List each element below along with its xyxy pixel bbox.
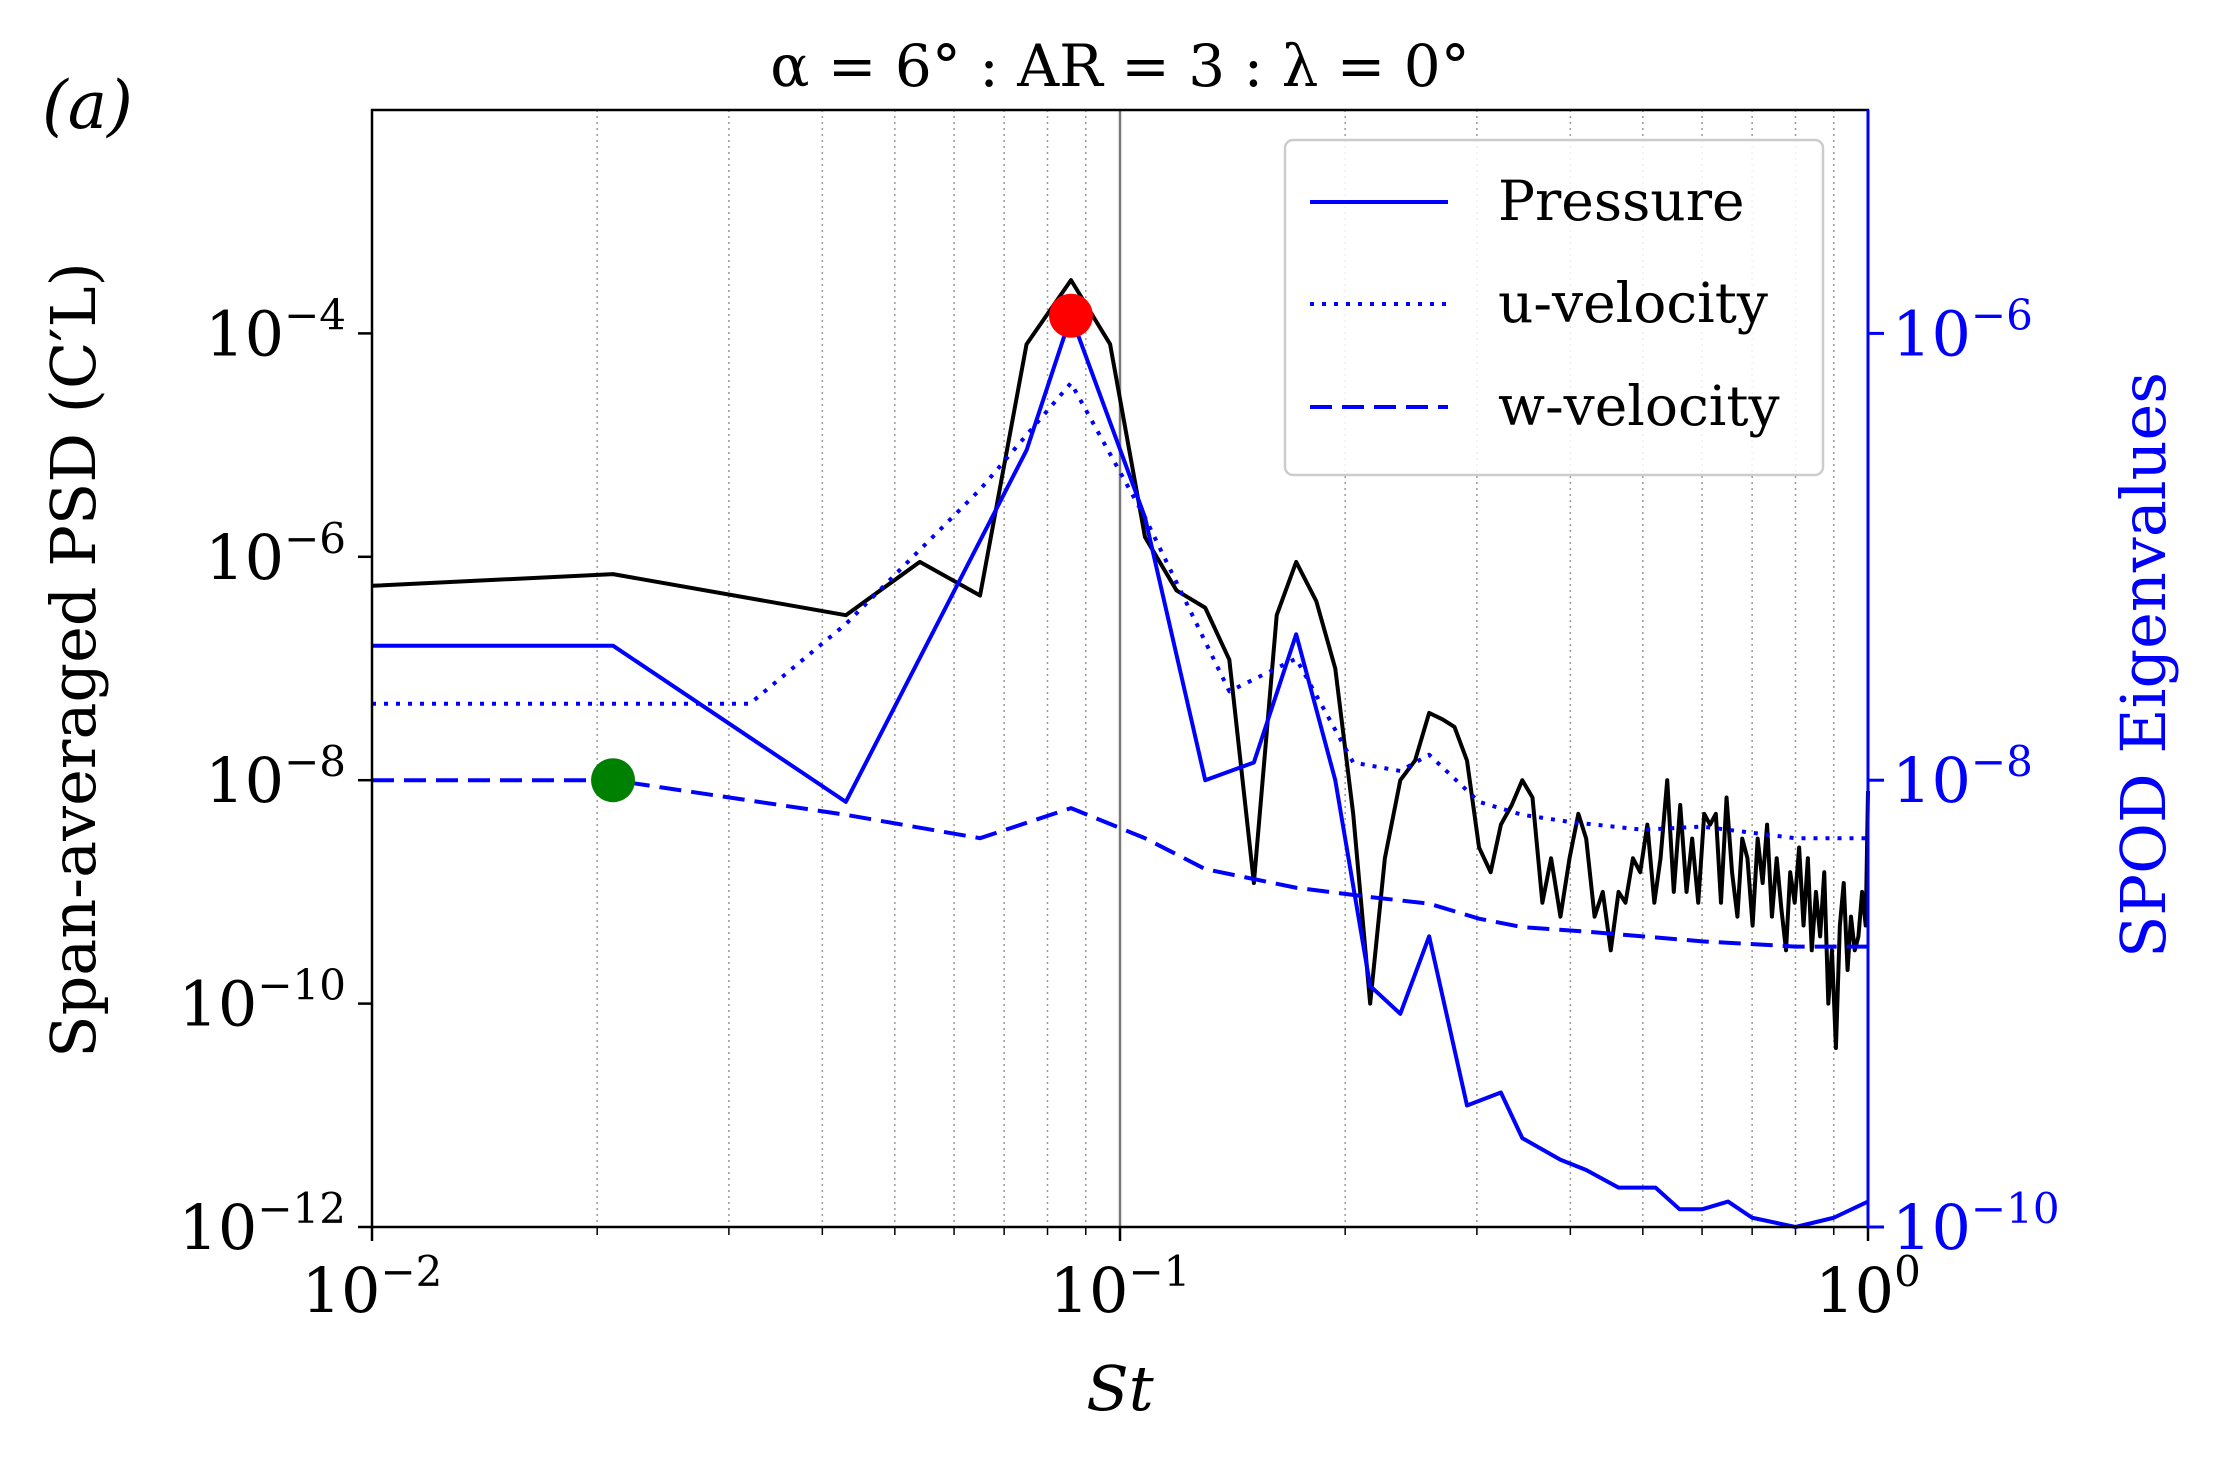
y-left-tick-label: 10−10 (178, 961, 346, 1041)
x-tick-label: 10−2 (302, 1247, 443, 1327)
y-left-tick-label: 10−12 (178, 1184, 346, 1264)
x-tick-label: 10−1 (1050, 1247, 1191, 1327)
legend: Pressure u-velocity w-velocity (1283, 138, 1825, 477)
psd-line (371, 278, 1870, 1051)
peak-marker-red (1049, 293, 1094, 338)
chart-title: α = 6° : AR = 3 : λ = 0° (770, 32, 1469, 100)
y-right-tick-label: 10−6 (1892, 290, 2033, 370)
series-layer (371, 278, 1870, 1229)
legend-label-u-velocity: u-velocity (1498, 271, 1768, 335)
axis-layer: 10−2 10−1 100 10−12 10−10 10−8 10−6 10−4 10−10 10… (178, 290, 2059, 1327)
y-left-tick-label: 10−4 (205, 290, 346, 370)
y-axis-title-left: Span-averaged PSD (C′L) (37, 262, 110, 1058)
series-line-pressure (372, 313, 1869, 1229)
series-line-w-velocity (372, 778, 1868, 949)
x-axis-title: St (1086, 1352, 1153, 1425)
series-line-u-velocity (372, 380, 1868, 841)
legend-label-w-velocity: w-velocity (1498, 374, 1780, 438)
panel-label: (a) (42, 67, 133, 144)
y-right-tick-label: 10−10 (1892, 1184, 2060, 1264)
y-left-tick-label: 10−8 (205, 737, 346, 817)
y-left-tick-label: 10−6 (205, 514, 346, 594)
marker-layer (591, 293, 1094, 803)
x-tick-label: 100 (1815, 1247, 1921, 1327)
y-right-tick-label: 10−8 (1892, 737, 2033, 817)
legend-box (1283, 138, 1825, 477)
legend-label-pressure: Pressure (1498, 169, 1745, 233)
y-axis-title-right: SPOD Eigenvalues (2107, 372, 2180, 958)
low-frequency-marker-green (591, 758, 636, 803)
